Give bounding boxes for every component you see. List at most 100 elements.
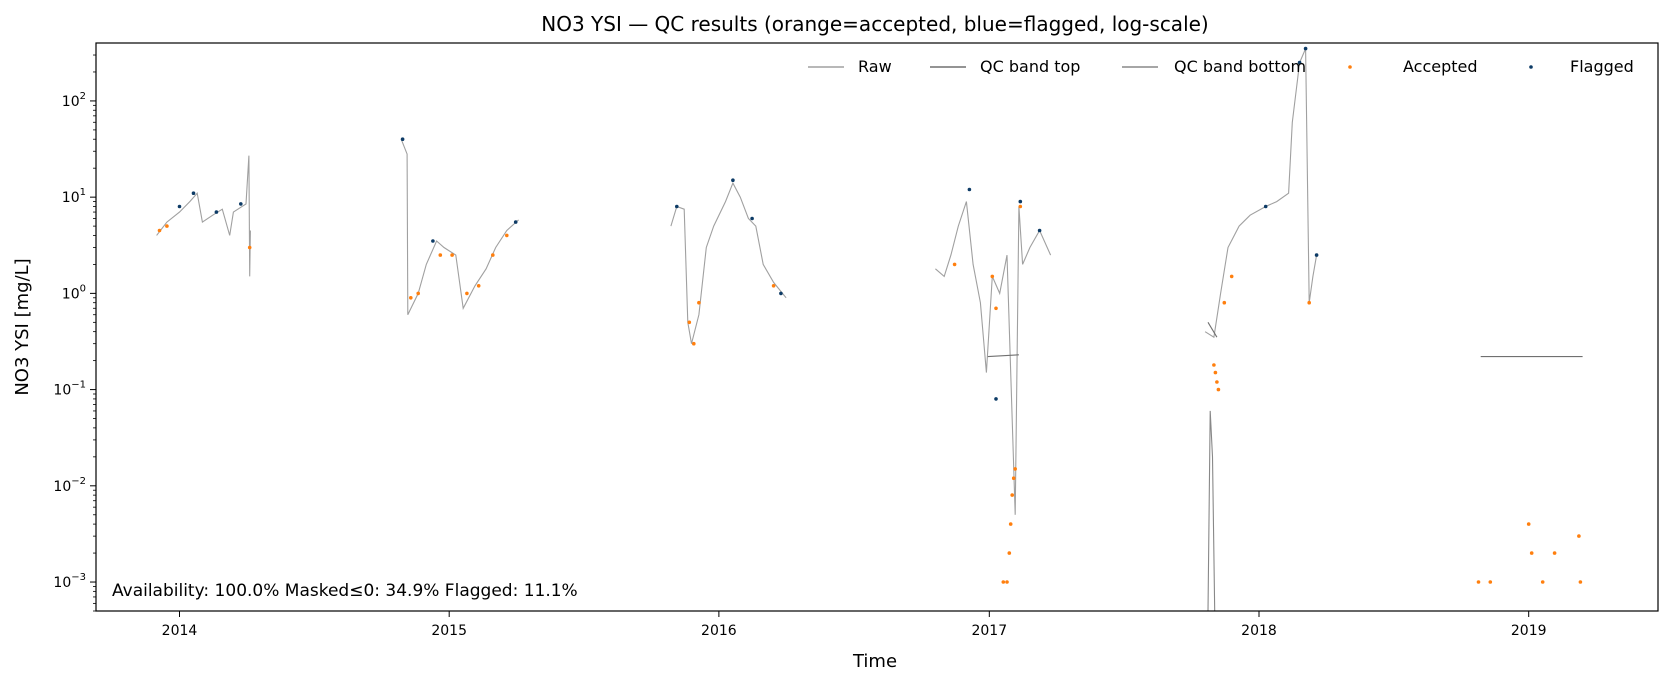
legend-swatch-accepted xyxy=(1348,65,1352,69)
legend-item-raw: Raw xyxy=(808,57,892,76)
y-tick-label-2: 10−1 xyxy=(53,380,86,399)
data-point-accepted-1 xyxy=(165,224,169,228)
legend-item-qc-band-top: QC band top xyxy=(930,57,1080,76)
data-point-accepted-32 xyxy=(1307,300,1311,305)
data-point-flagged-9 xyxy=(750,216,754,221)
data-point-accepted-26 xyxy=(1212,363,1216,367)
data-point-flagged-11 xyxy=(967,187,972,192)
y-axis: 10−3 10−2 10−1 100 101 102 xyxy=(53,54,96,612)
data-point-flagged-6 xyxy=(513,220,518,224)
data-point-accepted-9 xyxy=(491,253,495,257)
y-tick-label-0: 10−3 xyxy=(53,572,86,591)
data-point-flagged-8 xyxy=(731,178,735,182)
data-point-accepted-33 xyxy=(1476,580,1481,584)
data-point-accepted-17 xyxy=(994,306,998,311)
data-point-accepted-11 xyxy=(687,320,692,325)
series-line-qc-band-bottom-0 xyxy=(1207,410,1216,612)
y-tick-label-1: 10−2 xyxy=(53,476,86,495)
legend-label-accepted: Accepted xyxy=(1403,57,1478,76)
x-tick-label-2018: 2018 xyxy=(1241,623,1277,639)
data-point-accepted-22 xyxy=(1013,467,1017,471)
data-point-flagged-12 xyxy=(1018,199,1023,204)
data-point-accepted-13 xyxy=(697,300,701,305)
y-tick-label-3: 100 xyxy=(62,283,86,302)
x-tick-label-2016: 2016 xyxy=(701,623,737,639)
legend-item-accepted: Accepted xyxy=(1348,57,1478,76)
legend-swatch-flagged xyxy=(1529,65,1533,69)
chart-title: NO3 YSI — QC results (orange=accepted, b… xyxy=(541,12,1208,36)
data-point-flagged-5 xyxy=(431,239,435,243)
series-line-qc-band-top-1 xyxy=(1207,322,1218,338)
y-tick-label-4: 101 xyxy=(62,187,86,206)
data-point-accepted-40 xyxy=(1578,580,1583,584)
series-line-raw-4 xyxy=(1204,48,1318,339)
y-axis-title: NO3 YSI [mg/L] xyxy=(12,258,33,395)
data-point-accepted-28 xyxy=(1215,380,1219,384)
data-point-flagged-2 xyxy=(214,210,219,214)
data-point-accepted-31 xyxy=(1229,274,1234,279)
data-point-flagged-10 xyxy=(779,291,783,296)
data-point-accepted-27 xyxy=(1213,370,1218,375)
x-tick-label-2015: 2015 xyxy=(431,623,467,639)
x-tick-label-2014: 2014 xyxy=(162,623,198,639)
data-point-accepted-14 xyxy=(771,284,776,288)
series-qc-band-bottom xyxy=(1207,410,1216,612)
series-flagged xyxy=(177,46,1319,401)
data-point-accepted-30 xyxy=(1222,300,1227,305)
series-accepted xyxy=(157,204,1583,584)
data-point-accepted-5 xyxy=(438,253,443,257)
data-point-flagged-15 xyxy=(1263,204,1268,209)
data-point-accepted-4 xyxy=(416,291,421,296)
x-tick-label-2017: 2017 xyxy=(971,623,1007,639)
x-tick-label-2019: 2019 xyxy=(1511,623,1547,639)
data-point-accepted-38 xyxy=(1552,551,1557,555)
data-point-accepted-16 xyxy=(990,274,995,279)
data-layer xyxy=(156,46,1583,612)
plot-frame xyxy=(95,42,1659,612)
legend-item-flagged: Flagged xyxy=(1529,57,1634,76)
plot-area xyxy=(96,43,1658,611)
data-point-accepted-35 xyxy=(1526,522,1531,526)
legend-item-qc-band-bottom: QC band bottom xyxy=(1122,57,1306,76)
data-point-accepted-10 xyxy=(505,233,509,238)
data-point-flagged-1 xyxy=(191,191,196,195)
legend-label-qc-band-top: QC band top xyxy=(980,57,1080,76)
data-point-accepted-2 xyxy=(247,245,252,250)
data-point-flagged-16 xyxy=(1297,60,1302,65)
data-point-accepted-20 xyxy=(1010,493,1014,497)
legend-label-raw: Raw xyxy=(858,57,892,76)
data-point-accepted-29 xyxy=(1216,387,1221,392)
x-axis: 2014 2015 2016 2017 2018 2019 xyxy=(162,611,1547,639)
legend-label-qc-band-bottom: QC band bottom xyxy=(1174,57,1306,76)
data-point-accepted-25 xyxy=(1018,204,1023,209)
data-point-flagged-7 xyxy=(675,204,679,209)
data-point-flagged-0 xyxy=(177,204,182,209)
data-point-accepted-7 xyxy=(465,291,469,296)
data-point-flagged-18 xyxy=(1314,253,1319,257)
data-point-accepted-18 xyxy=(1007,551,1012,555)
data-point-accepted-12 xyxy=(692,341,696,346)
data-point-flagged-3 xyxy=(239,202,243,206)
legend-label-flagged: Flagged xyxy=(1570,57,1634,76)
data-point-flagged-13 xyxy=(1037,228,1042,233)
series-line-raw-1 xyxy=(400,138,519,315)
stats-annotation: Availability: 100.0% Masked≤0: 34.9% Fla… xyxy=(112,581,578,601)
data-point-accepted-23 xyxy=(1001,580,1006,584)
legend: Raw QC band top QC band bottom Accepted Flag… xyxy=(808,57,1634,76)
data-point-accepted-39 xyxy=(1577,534,1581,538)
y-tick-label-5: 102 xyxy=(62,91,86,110)
data-point-accepted-37 xyxy=(1540,580,1545,584)
data-point-accepted-15 xyxy=(952,262,957,267)
series-line-raw-2 xyxy=(670,181,787,344)
data-point-flagged-4 xyxy=(400,137,405,141)
data-point-flagged-14 xyxy=(994,397,998,401)
data-point-accepted-36 xyxy=(1529,551,1534,555)
x-axis-title: Time xyxy=(852,651,897,672)
data-point-accepted-24 xyxy=(1005,580,1009,584)
series-line-qc-band-top-0 xyxy=(987,354,1019,358)
data-point-accepted-34 xyxy=(1488,580,1493,584)
data-point-accepted-3 xyxy=(409,296,413,300)
series-qc-band-top xyxy=(987,322,1583,358)
data-point-accepted-0 xyxy=(157,228,162,233)
